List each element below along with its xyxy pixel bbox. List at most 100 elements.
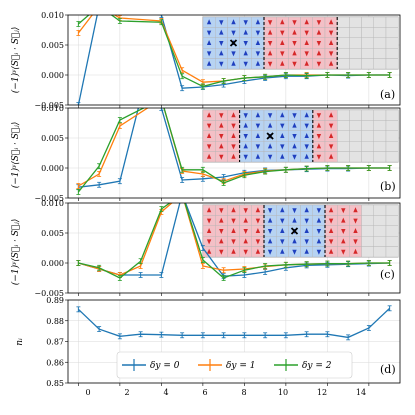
inset-cell <box>337 151 350 163</box>
y-tick-label: 0.87 <box>46 338 64 347</box>
inset-cell <box>373 140 387 152</box>
spin-arrow <box>206 207 212 213</box>
panel-label-d: (d) <box>380 363 396 376</box>
spin-arrow <box>206 153 212 159</box>
y-tick-label: 0.85 <box>46 379 64 388</box>
spin-arrow <box>267 154 273 160</box>
spin-arrow <box>243 41 248 46</box>
spin-arrow <box>316 134 322 139</box>
series-group <box>76 305 392 341</box>
spin-arrow <box>304 112 309 118</box>
legend-entry-delta0: δy = 0 <box>122 359 180 371</box>
x-tick-label: 14 <box>356 388 366 397</box>
series-line <box>78 203 390 279</box>
x-tick-label: 6 <box>202 388 207 397</box>
inset-cell <box>373 109 387 121</box>
spin-arrow <box>328 51 334 57</box>
inset-cell <box>385 120 399 132</box>
spin-arrow <box>267 238 273 244</box>
legend-entry-delta2: δy = 2 <box>274 359 332 371</box>
inset-cell <box>361 130 375 142</box>
spin-arrow <box>267 113 273 119</box>
inset-cell <box>361 225 375 237</box>
spin-arrow <box>304 218 309 224</box>
inset-cell <box>385 215 399 226</box>
spin-arrow <box>243 113 248 119</box>
spin-arrow <box>255 228 261 233</box>
y-tick-label: 0.005 <box>41 41 64 50</box>
spin-arrow <box>255 218 261 224</box>
spin-arrow <box>328 228 334 233</box>
spin-arrow <box>219 29 224 35</box>
inset-cell <box>349 109 362 121</box>
inset-cell <box>373 120 387 132</box>
spin-arrow <box>219 143 224 149</box>
spin-arrow <box>353 248 358 254</box>
spin-arrow <box>304 133 309 138</box>
spin-arrow <box>255 60 261 66</box>
spin-arrow <box>267 41 273 46</box>
panel-label-a: (a) <box>380 88 395 101</box>
spin-arrow <box>206 30 212 36</box>
lattice-inset <box>202 16 399 70</box>
inset-cell <box>385 109 399 121</box>
spin-arrow <box>328 248 334 254</box>
spin-arrow <box>292 143 297 149</box>
series-group <box>76 15 392 105</box>
axes-frame <box>67 14 401 106</box>
spin-arrow <box>219 134 224 139</box>
spin-arrow <box>267 122 273 128</box>
spin-arrow <box>243 143 248 149</box>
spin-arrow <box>255 144 261 150</box>
spin-arrow <box>206 60 212 66</box>
spin-arrow <box>328 239 334 245</box>
spin-arrow <box>280 30 285 36</box>
spin-arrow <box>206 228 212 233</box>
inset-cell <box>361 16 375 28</box>
inset-cell <box>361 140 375 152</box>
y-tick-label: −0.005 <box>34 194 64 203</box>
spin-arrow <box>292 154 297 160</box>
spin-arrow <box>255 19 261 25</box>
spin-arrow <box>292 50 297 56</box>
spin-arrow <box>280 60 285 66</box>
inset-cell <box>361 215 375 226</box>
spin-arrow <box>280 248 285 254</box>
x-tick-label: 4 <box>163 388 168 397</box>
inset-cell <box>361 27 375 38</box>
y-tick-label: 0.010 <box>41 104 64 113</box>
inset-cell <box>385 37 399 49</box>
spin-arrow <box>316 50 322 56</box>
inset-cell <box>361 246 375 258</box>
inset-cell <box>337 27 350 38</box>
spin-arrow <box>316 208 322 214</box>
spin-arrow <box>328 19 334 25</box>
spin-arrow <box>280 51 285 57</box>
spin-arrow <box>255 207 261 213</box>
inset-cell <box>373 215 387 226</box>
spin-arrow <box>255 40 261 45</box>
axes-frame <box>67 202 401 294</box>
series-group <box>76 203 392 281</box>
spin-arrow <box>243 238 248 244</box>
inset-cell <box>349 27 362 38</box>
spin-arrow <box>243 61 248 67</box>
inset-cell <box>385 204 399 216</box>
ylabel-d: nᵢ <box>15 338 25 346</box>
legend-label: δy = 0 <box>150 361 180 371</box>
spin-arrow <box>353 228 358 233</box>
inset-cell <box>373 16 387 28</box>
spin-arrow <box>292 20 297 26</box>
spin-arrow <box>304 40 309 45</box>
y-tick-label: 0.000 <box>41 71 64 80</box>
lattice-inset <box>202 109 399 163</box>
inset-cell <box>349 151 362 163</box>
inset-cell <box>373 225 387 237</box>
spin-arrow <box>219 41 224 46</box>
spin-arrow <box>280 19 285 25</box>
spin-arrow <box>316 229 322 234</box>
spin-arrow <box>353 218 358 224</box>
spin-arrow <box>243 249 248 255</box>
spin-arrow <box>316 217 322 223</box>
